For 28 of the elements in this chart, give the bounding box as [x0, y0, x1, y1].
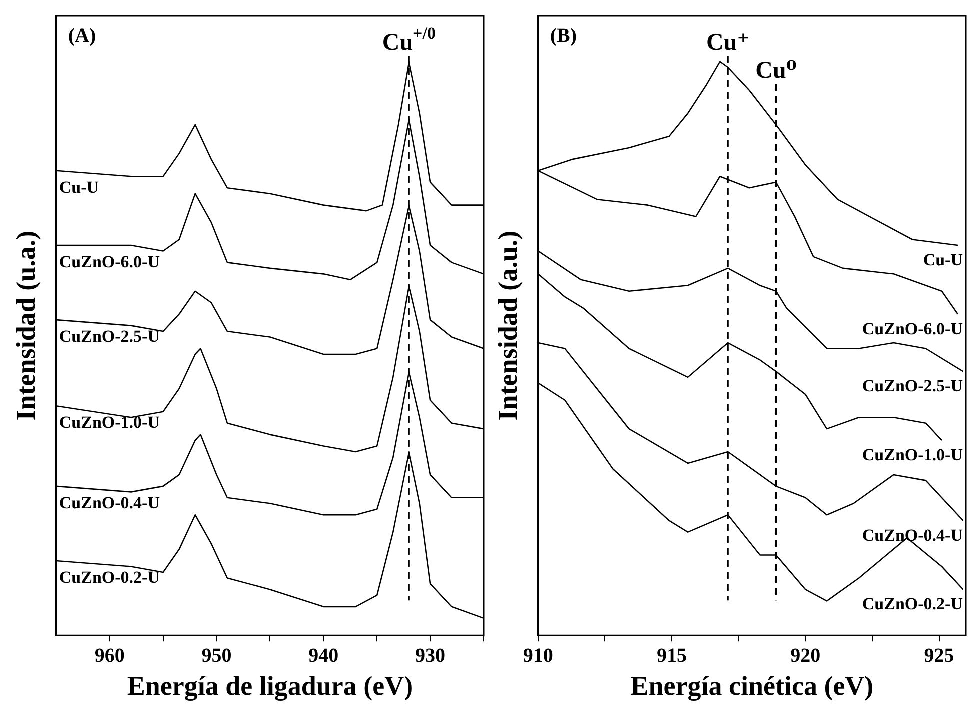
series-label: CuZnO-2.5-U: [59, 327, 160, 346]
x-axis-title: Energía de ligadura (eV): [127, 670, 414, 701]
series-label: CuZnO-0.4-U: [59, 493, 160, 512]
x-tick-label: 930: [416, 644, 446, 667]
x-tick-label: 925: [924, 644, 954, 667]
series-label: CuZnO-6.0-U: [862, 319, 964, 338]
series-label: CuZnO-1.0-U: [862, 446, 964, 465]
x-tick-label: 950: [202, 644, 232, 667]
ref-line-label: Cu⁺: [706, 30, 750, 56]
series-label: CuZnO-0.2-U: [862, 594, 964, 614]
series-label: CuZnO-2.5-U: [862, 376, 964, 396]
series-label: CuZnO-0.2-U: [59, 568, 160, 588]
y-axis-title: Intensidad (u.a.): [11, 230, 42, 421]
chart-title: (B): [550, 25, 578, 47]
y-axis-title: Intensidad (a.u.): [493, 230, 524, 421]
ref-line-label: Cu⁰: [756, 58, 797, 84]
series-label: CuZnO-1.0-U: [59, 413, 160, 432]
series-label: Cu-U: [923, 250, 963, 270]
x-tick-label: 910: [523, 644, 554, 667]
series-label: CuZnO-0.4-U: [862, 526, 964, 545]
x-axis-title: Energía cinética (eV): [630, 670, 874, 701]
series-label: Cu-U: [59, 178, 100, 197]
x-tick-label: 960: [94, 644, 125, 667]
chart-title: (A): [68, 25, 96, 47]
x-tick-label: 940: [308, 644, 339, 667]
x-tick-label: 915: [657, 644, 688, 667]
x-tick-label: 920: [790, 644, 821, 667]
series-label: CuZnO-6.0-U: [59, 252, 160, 272]
